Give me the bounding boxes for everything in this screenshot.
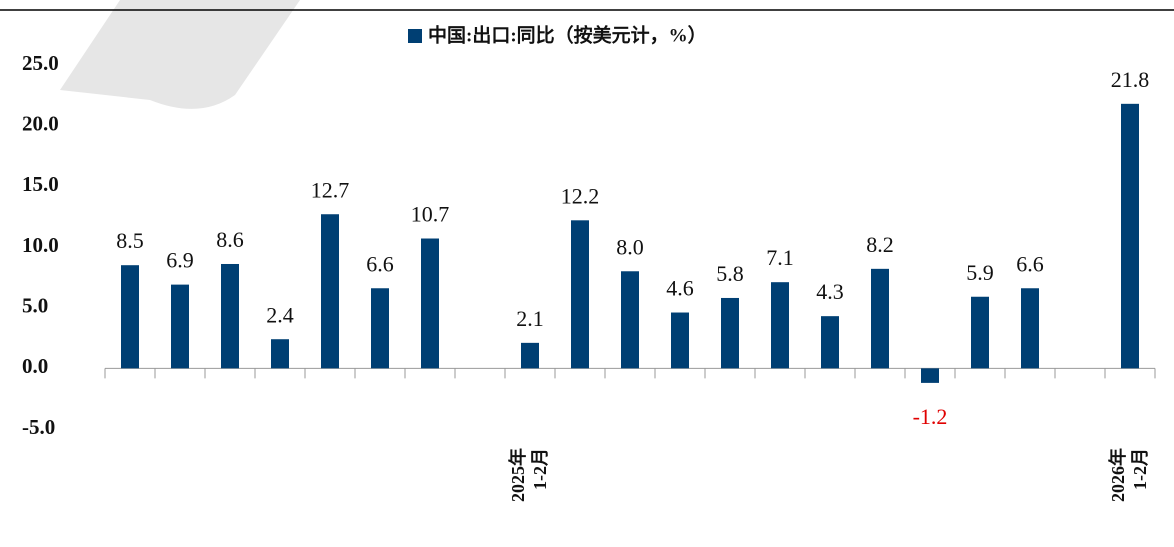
value-label: 5.8 bbox=[716, 261, 744, 286]
bar bbox=[1121, 103, 1139, 369]
value-label: 12.2 bbox=[561, 183, 600, 208]
x-tick-label-line: 2025年 bbox=[507, 448, 528, 502]
bar bbox=[371, 288, 389, 369]
bar bbox=[771, 282, 789, 369]
bar bbox=[521, 342, 539, 369]
value-label: 8.6 bbox=[216, 227, 244, 252]
bar bbox=[821, 316, 839, 369]
bar bbox=[721, 297, 739, 369]
value-label: 5.9 bbox=[966, 260, 994, 285]
bar bbox=[171, 284, 189, 369]
value-label: 6.6 bbox=[366, 251, 394, 276]
value-label: 8.0 bbox=[616, 234, 644, 259]
bar bbox=[271, 339, 289, 369]
x-tick-label-line: 2026年 bbox=[1107, 448, 1128, 502]
x-tick-label-line: 1-2月 bbox=[1130, 448, 1150, 490]
bar bbox=[1021, 288, 1039, 369]
y-tick-label: -5.0 bbox=[22, 415, 55, 439]
value-label: -1.2 bbox=[913, 404, 948, 429]
value-label: 10.7 bbox=[411, 202, 450, 227]
bar bbox=[221, 263, 239, 369]
value-label: 7.1 bbox=[766, 245, 794, 270]
value-label: 12.7 bbox=[311, 177, 350, 202]
bar bbox=[421, 238, 439, 369]
bar bbox=[321, 214, 339, 369]
value-label: 4.3 bbox=[816, 279, 844, 304]
value-label: 2.1 bbox=[516, 306, 544, 331]
y-tick-label: 25.0 bbox=[22, 51, 59, 75]
bar bbox=[121, 265, 139, 369]
y-tick-label: 15.0 bbox=[22, 172, 59, 196]
y-tick-label: 0.0 bbox=[22, 354, 48, 378]
y-tick-label: 20.0 bbox=[22, 111, 59, 135]
value-label: 8.2 bbox=[866, 232, 894, 257]
y-tick-label: 5.0 bbox=[22, 293, 48, 317]
value-label: 8.5 bbox=[116, 228, 144, 253]
bar bbox=[921, 368, 939, 383]
bar bbox=[571, 220, 589, 369]
value-label: 2.4 bbox=[266, 302, 294, 327]
legend-swatch bbox=[408, 29, 422, 43]
x-tick-label: 2025年 1-2月 bbox=[507, 448, 550, 502]
bar bbox=[971, 296, 989, 369]
value-label: 6.6 bbox=[1016, 251, 1044, 276]
value-label: 21.8 bbox=[1111, 67, 1150, 92]
bar bbox=[871, 268, 889, 369]
x-tick-label: 2026年 1-2月 bbox=[1107, 448, 1150, 502]
legend-label: 中国:出口:同比（按美元计，%） bbox=[428, 23, 707, 46]
value-label: 6.9 bbox=[166, 248, 194, 273]
y-tick-label: 10.0 bbox=[22, 233, 59, 257]
bar bbox=[671, 312, 689, 369]
x-tick-label-line: 1-2月 bbox=[530, 448, 550, 490]
value-label: 4.6 bbox=[666, 276, 694, 301]
bar bbox=[621, 271, 639, 369]
watermark bbox=[60, 0, 300, 109]
